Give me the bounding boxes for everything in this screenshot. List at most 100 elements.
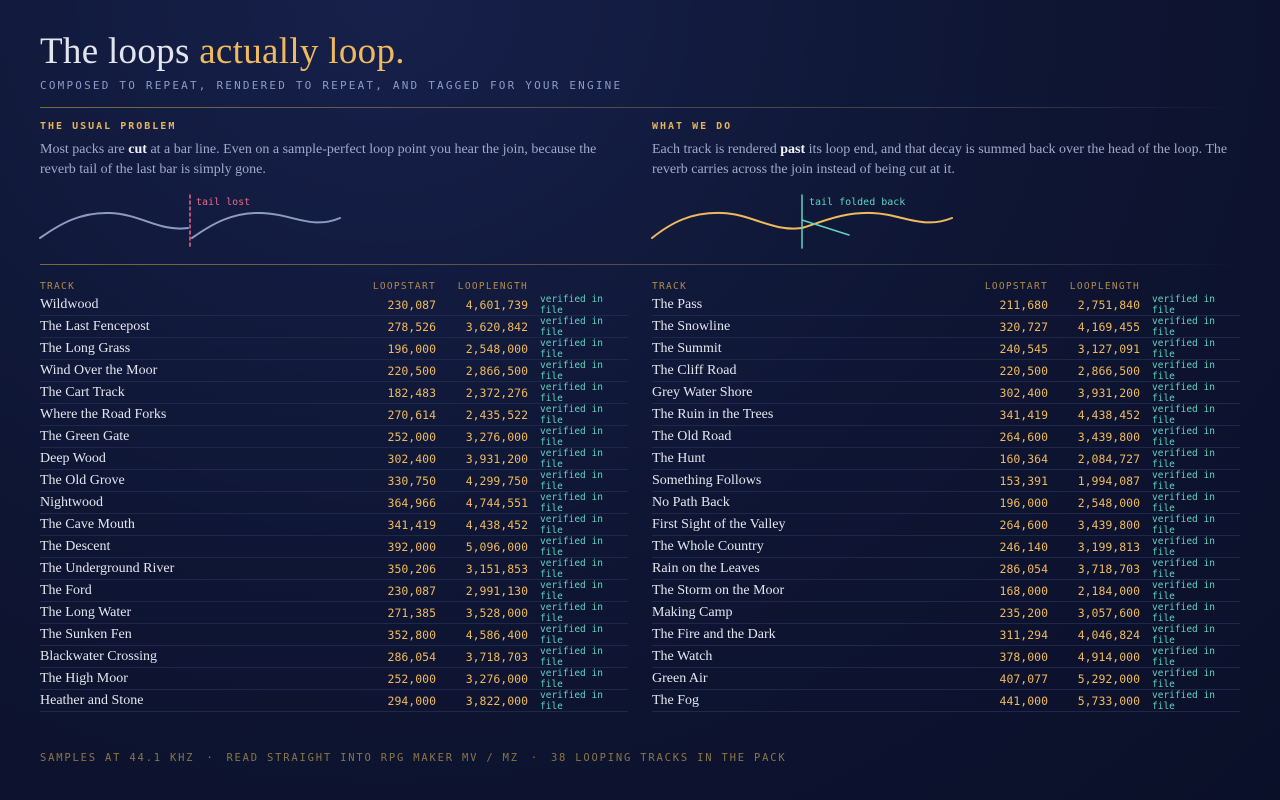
- loop-length: 4,601,739: [465, 298, 528, 312]
- loop-start: 264,600: [999, 518, 1048, 532]
- verified-badge: verified in file: [540, 624, 603, 646]
- verified-badge: verified in file: [540, 514, 603, 536]
- track-name: The Summit: [652, 341, 722, 356]
- loop-start: 264,600: [999, 430, 1048, 444]
- loop-length: 2,084,727: [1077, 452, 1140, 466]
- loop-start: 196,000: [999, 496, 1048, 510]
- track-name: The Underground River: [40, 561, 175, 576]
- table-row: Blackwater Crossing 286,054 3,718,703 verif…: [40, 646, 628, 668]
- subtitle: COMPOSED TO REPEAT, RENDERED TO REPEAT, …: [40, 79, 623, 92]
- table-row: The Green Gate 252,000 3,276,000 verified i…: [40, 426, 628, 448]
- loop-length: 3,718,703: [465, 650, 528, 664]
- diagram-label: tail folded back: [809, 197, 905, 208]
- track-name: The Long Water: [40, 605, 132, 620]
- loop-start: 246,140: [999, 540, 1048, 554]
- panel: THE USUAL PROBLEM Most packs are cut at …: [40, 121, 630, 180]
- text: Most packs are: [40, 142, 129, 157]
- track-name: Green Air: [652, 671, 708, 686]
- table-row: The Long Grass 196,000 2,548,000 verified i…: [40, 338, 628, 360]
- loop-start: 286,054: [387, 650, 436, 664]
- text-bold: cut: [128, 142, 147, 157]
- loop-start: 352,800: [387, 628, 436, 642]
- loop-start: 240,545: [999, 342, 1048, 356]
- loop-start: 235,200: [999, 606, 1048, 620]
- diagrams: tail lost tail folded back: [39, 194, 953, 249]
- table-row: The Long Water 271,385 3,528,000 verified i…: [40, 602, 628, 624]
- verified-badge: verified in file: [540, 646, 603, 668]
- table-row: The Underground River 350,206 3,151,853 ver…: [40, 558, 628, 580]
- track-name: The Hunt: [652, 451, 706, 466]
- column-header: LOOPLENGTH: [457, 280, 528, 292]
- verified-badge: verified in file: [1152, 294, 1215, 316]
- loop-length: 3,822,000: [465, 694, 528, 708]
- table-row: Something Follows 153,391 1,994,087 verifie…: [652, 470, 1240, 492]
- loop-start: 153,391: [999, 474, 1048, 488]
- verified-badge: verified in file: [1152, 470, 1215, 492]
- loop-start: 330,750: [387, 474, 436, 488]
- verified-badge: verified in file: [540, 316, 603, 338]
- loop-length: 3,057,600: [1077, 606, 1140, 620]
- track-name: The Whole Country: [652, 539, 764, 554]
- loop-start: 196,000: [387, 342, 436, 356]
- loop-length: 3,931,200: [1077, 386, 1140, 400]
- loop-start: 211,680: [999, 298, 1048, 312]
- verified-badge: verified in file: [1152, 382, 1215, 404]
- table-row: The Cart Track 182,483 2,372,276 verified i…: [40, 382, 628, 404]
- panel-text: Each track is rendered past its loop end…: [652, 140, 1242, 180]
- loop-length: 3,528,000: [465, 606, 528, 620]
- table-header: TRACK LOOPSTART LOOPLENGTH: [40, 278, 628, 294]
- verified-badge: verified in file: [540, 558, 603, 580]
- title: The loops actually loop.: [40, 30, 405, 73]
- loop-length: 4,586,400: [465, 628, 528, 642]
- verified-badge: verified in file: [540, 602, 603, 624]
- track-name: Blackwater Crossing: [40, 649, 158, 664]
- loop-length: 2,372,276: [465, 386, 528, 400]
- loop-length: 2,866,500: [1077, 364, 1140, 378]
- track-name: Where the Road Forks: [40, 407, 167, 422]
- table-row: Where the Road Forks 270,614 2,435,522 veri…: [40, 404, 628, 426]
- loop-start: 341,419: [387, 518, 436, 532]
- table-row: Green Air 407,077 5,292,000 verified in fil…: [652, 668, 1240, 690]
- track-name: The Ruin in the Trees: [652, 407, 774, 422]
- track-name: The Pass: [652, 297, 703, 312]
- track-name: Making Camp: [652, 605, 733, 620]
- track-name: Wind Over the Moor: [40, 363, 158, 378]
- verified-badge: verified in file: [540, 426, 603, 448]
- track-name: The Descent: [40, 539, 111, 554]
- table: TRACK LOOPSTART LOOPLENGTH The Pass 211,680 2…: [652, 278, 1240, 712]
- panel-heading: THE USUAL PROBLEM: [40, 121, 177, 132]
- loop-length: 5,096,000: [465, 540, 528, 554]
- loop-start: 220,500: [387, 364, 436, 378]
- verified-badge: verified in file: [1152, 404, 1215, 426]
- loop-start: 160,364: [999, 452, 1048, 466]
- loop-start: 350,206: [387, 562, 436, 576]
- diagram-label: tail lost: [196, 197, 250, 208]
- loop-length: 4,299,750: [465, 474, 528, 488]
- title-accent: actually loop.: [199, 31, 405, 72]
- footer-separator: ·: [206, 752, 215, 764]
- column-header: LOOPSTART: [372, 280, 436, 292]
- track-name: The Fog: [652, 693, 700, 708]
- track-name: The Old Grove: [40, 473, 125, 488]
- table-row: The Cliff Road 220,500 2,866,500 verified i…: [652, 360, 1240, 382]
- track-name: The Last Fencepost: [40, 319, 150, 334]
- loop-start: 271,385: [387, 606, 436, 620]
- track-name: Something Follows: [652, 473, 762, 488]
- footer: SAMPLES AT 44.1 KHZ · READ STRAIGHT INTO R…: [40, 752, 786, 764]
- table-row: The Pass 211,680 2,751,840 verified in file: [652, 294, 1240, 316]
- verified-badge: verified in file: [1152, 514, 1215, 536]
- table-row: First Sight of the Valley 264,600 3,439,80…: [652, 514, 1240, 536]
- track-name: First Sight of the Valley: [652, 517, 786, 532]
- loop-start: 220,500: [999, 364, 1048, 378]
- loop-length: 3,439,800: [1077, 430, 1140, 444]
- track-name: Grey Water Shore: [652, 385, 753, 400]
- loop-length: 5,733,000: [1077, 694, 1140, 708]
- verified-badge: verified in file: [540, 360, 603, 382]
- track-name: Nightwood: [40, 495, 103, 510]
- verified-badge: verified in file: [540, 338, 603, 360]
- table-row: Rain on the Leaves 286,054 3,718,703 verifi…: [652, 558, 1240, 580]
- footer-separator: ·: [530, 752, 539, 764]
- column-header: TRACK: [652, 280, 688, 292]
